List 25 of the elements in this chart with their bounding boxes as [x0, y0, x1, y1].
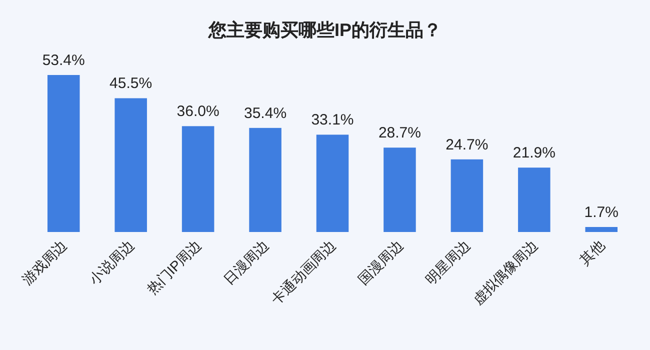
bar: [47, 75, 80, 232]
x-tick-label: 游戏周边: [18, 236, 70, 288]
data-label: 45.5%: [110, 75, 152, 92]
bar: [316, 134, 349, 232]
data-label: 21.9%: [512, 144, 556, 162]
data-label: 33.1%: [311, 112, 354, 129]
bar: [585, 227, 618, 232]
bar: [114, 98, 147, 232]
x-tick-label: 热门IP周边: [144, 236, 204, 298]
bar: [182, 126, 214, 232]
bar: [518, 168, 550, 232]
bar: [384, 148, 416, 232]
data-label: 24.7%: [446, 136, 488, 154]
x-tick-label: 国漫周边: [354, 236, 406, 288]
chart-title: 您主要购买哪些IP的衍生品？: [207, 20, 442, 40]
x-tick-label: 小说周边: [86, 236, 137, 288]
data-label: 35.4%: [244, 104, 287, 122]
data-label: 36.0%: [176, 103, 220, 120]
data-label: 1.7%: [584, 204, 618, 221]
bar: [249, 128, 282, 232]
data-label: 28.7%: [378, 124, 421, 142]
data-label: 53.4%: [42, 52, 85, 69]
bar: [450, 159, 484, 232]
x-tick-label: 其他: [576, 236, 608, 268]
x-tick-label: 日漫周边: [220, 236, 272, 288]
